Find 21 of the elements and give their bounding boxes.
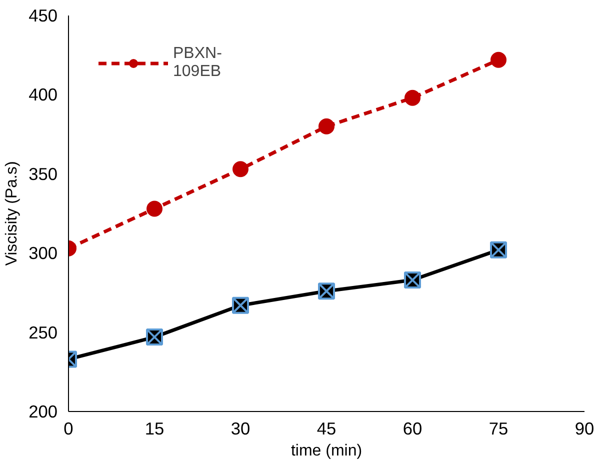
point xyxy=(404,90,420,106)
point xyxy=(318,118,334,134)
x-tick-label: 45 xyxy=(316,418,336,438)
x-tick-label: 0 xyxy=(64,418,74,438)
y-tick-label: 250 xyxy=(28,322,58,342)
x-tick-label: 60 xyxy=(402,418,422,438)
y-tick-label: 350 xyxy=(28,164,58,184)
y-tick-label: 300 xyxy=(28,243,58,264)
y-axis-title: Viscisity (Pa.s) xyxy=(4,161,21,266)
point xyxy=(146,200,162,217)
x-tick-label: 90 xyxy=(574,418,594,438)
y-tick-label: 450 xyxy=(28,6,58,26)
x-tick-label: 75 xyxy=(488,418,508,438)
x-axis-title: time (min) xyxy=(290,442,362,460)
point xyxy=(490,52,506,68)
y-tick-label: 400 xyxy=(28,84,58,105)
legend-label: PBXN- 109EB xyxy=(173,45,222,81)
point xyxy=(232,161,248,178)
y-tick-label: 200 xyxy=(28,402,58,422)
x-tick-label: 30 xyxy=(230,418,250,438)
x-tick-label: 15 xyxy=(144,418,164,438)
